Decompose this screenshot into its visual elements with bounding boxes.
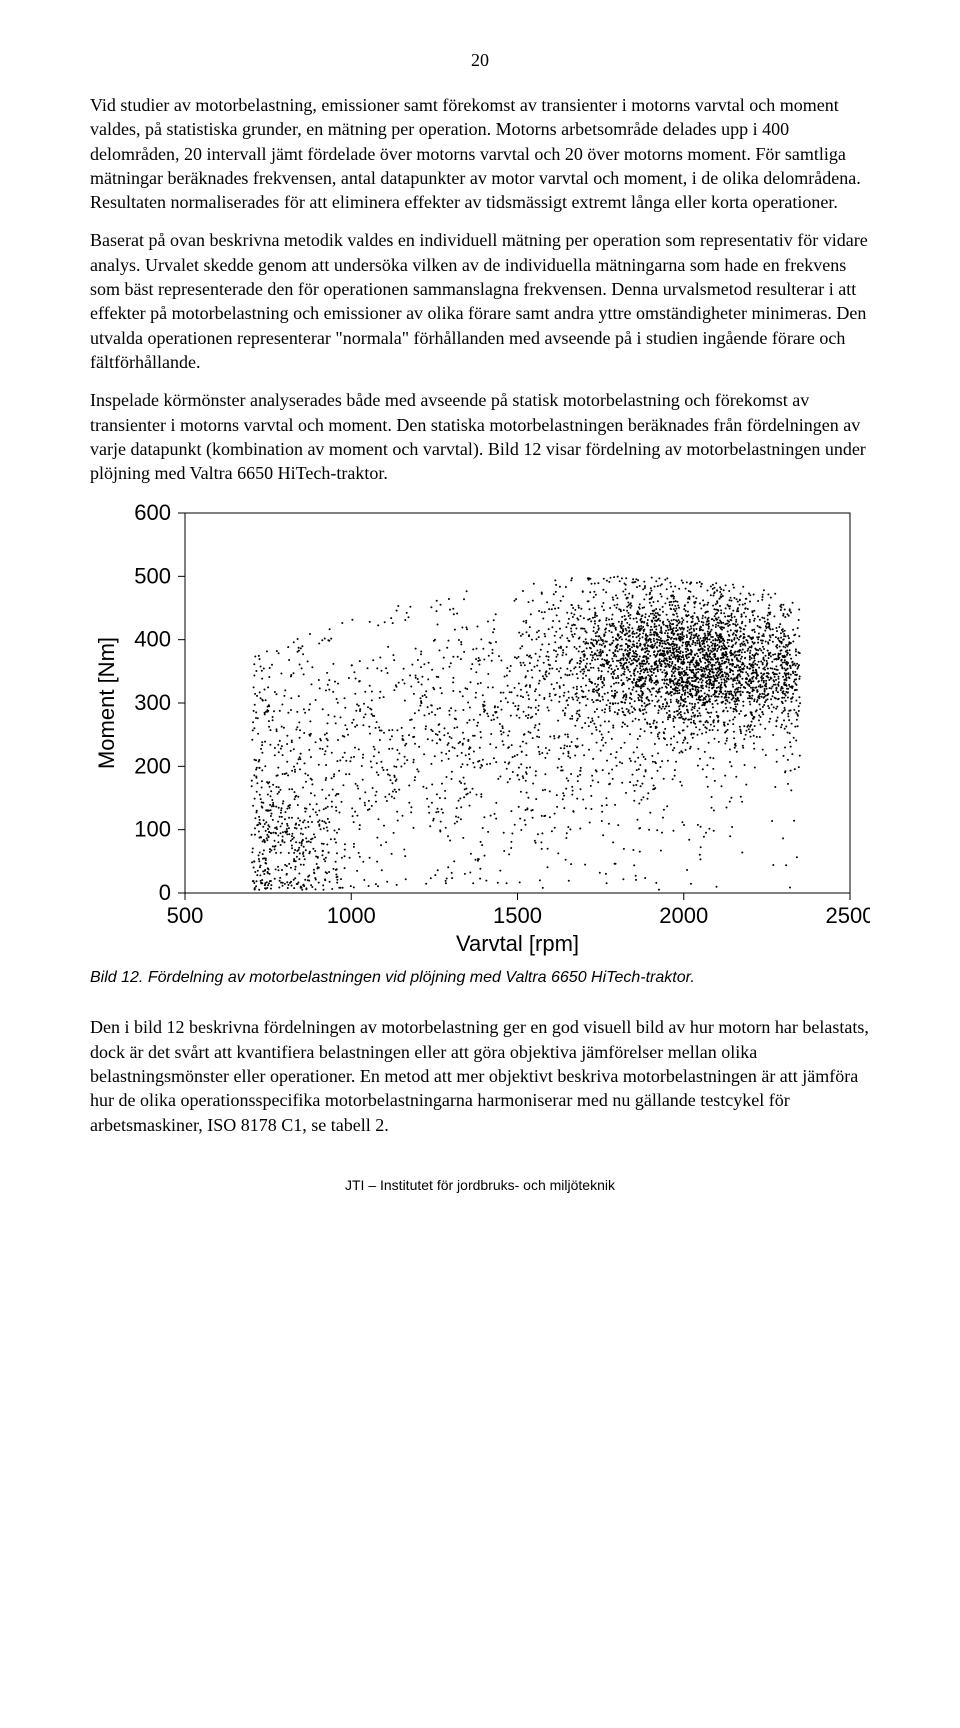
svg-text:100: 100 (134, 817, 171, 842)
page-number: 20 (90, 50, 870, 71)
paragraph-2: Baserat på ovan beskrivna metodik valdes… (90, 228, 870, 374)
svg-text:Moment [Nm]: Moment [Nm] (94, 637, 119, 769)
svg-text:1000: 1000 (327, 903, 376, 928)
svg-text:200: 200 (134, 754, 171, 779)
scatter-chart: 500 1000 1500 2000 2500 0 100 200 300 400 500 600 Va… (90, 503, 870, 963)
page: 20 Vid studier av motorbelastning, emiss… (0, 0, 960, 1253)
paragraph-3: Inspelade körmönster analyserades både m… (90, 388, 870, 485)
scatter-chart-svg: 500 1000 1500 2000 2500 0 100 200 300 400 500 600 Va… (90, 503, 870, 963)
svg-text:600: 600 (134, 503, 171, 525)
figure-caption: Bild 12. Fördelning av motorbelastningen… (90, 969, 870, 987)
svg-text:500: 500 (167, 903, 204, 928)
svg-text:0: 0 (159, 880, 171, 905)
svg-text:500: 500 (134, 564, 171, 589)
paragraph-1: Vid studier av motorbelastning, emission… (90, 93, 870, 214)
paragraph-4: Den i bild 12 beskrivna fördelningen av … (90, 1015, 870, 1136)
svg-text:2500: 2500 (826, 903, 870, 928)
svg-text:300: 300 (134, 690, 171, 715)
footer: JTI – Institutet för jordbruks- och milj… (90, 1177, 870, 1193)
svg-text:1500: 1500 (493, 903, 542, 928)
svg-text:2000: 2000 (659, 903, 708, 928)
svg-text:400: 400 (134, 627, 171, 652)
svg-text:Varvtal [rpm]: Varvtal [rpm] (456, 931, 579, 956)
